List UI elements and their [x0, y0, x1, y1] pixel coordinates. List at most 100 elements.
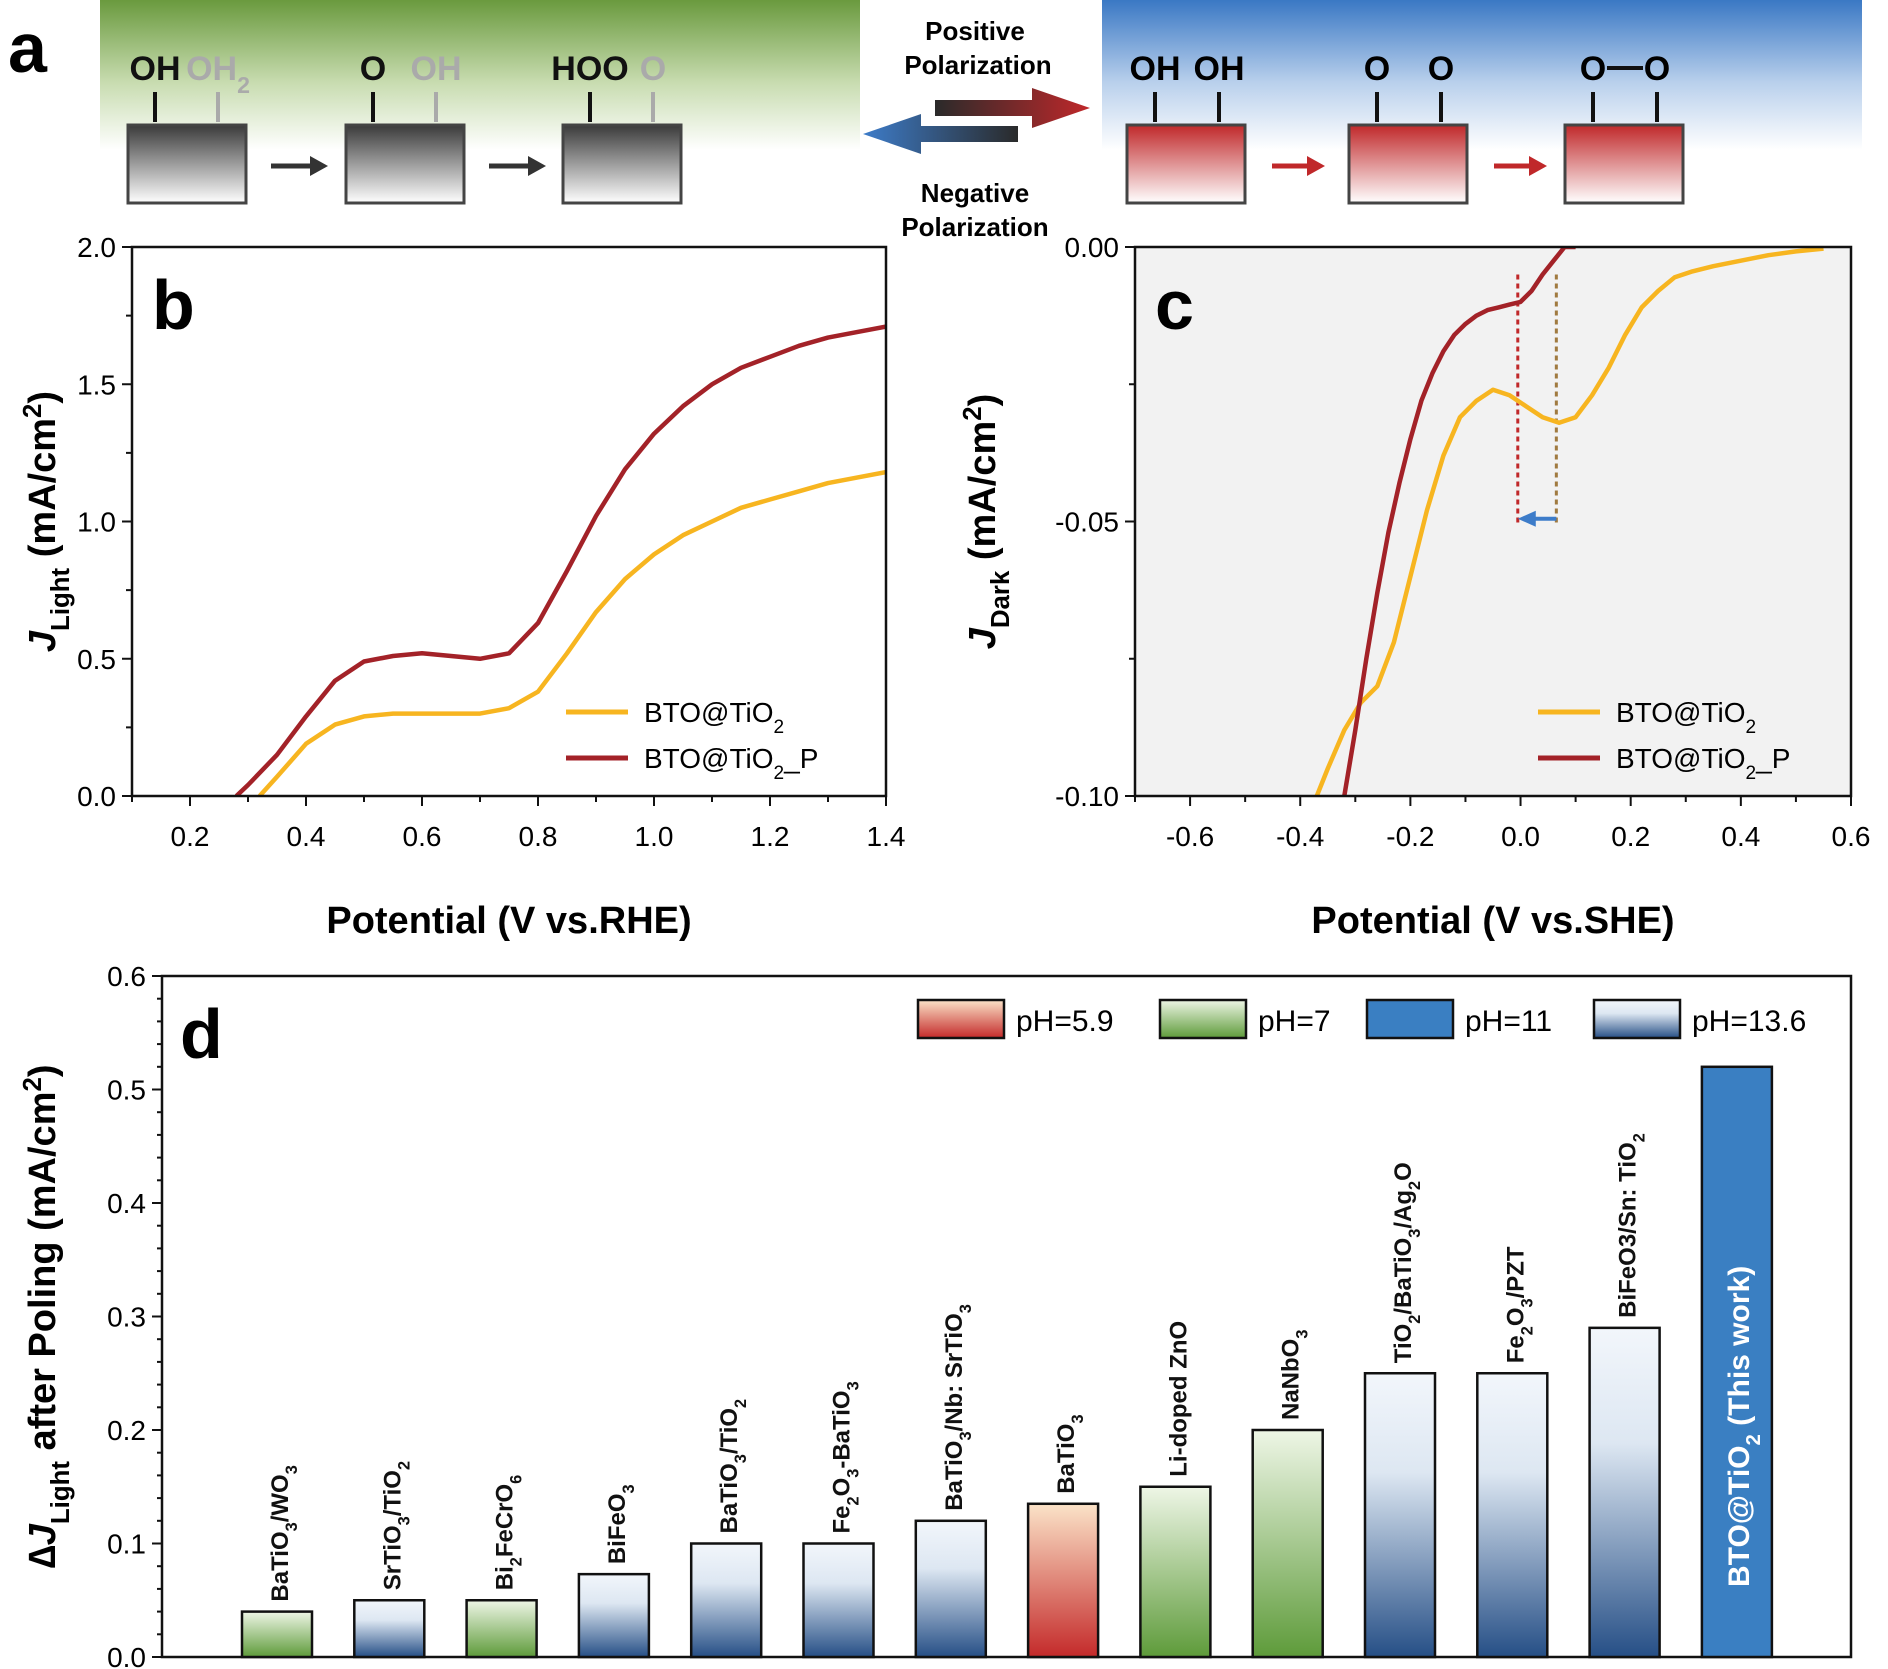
text-run: 6 — [508, 1475, 526, 1484]
surface-block — [1563, 123, 1685, 205]
bar-5: BaTiO3/TiO2 — [689, 1399, 763, 1659]
left-steps: OH OH2 O OH HOO O — [126, 50, 683, 205]
text-run: Fe — [829, 1505, 856, 1533]
text-run: Dark — [987, 570, 1015, 628]
legend-label: BTO@TiO2 — [644, 697, 784, 738]
legend-label: BTO@TiO2_P — [644, 743, 818, 784]
adsorbate-label: HOO — [551, 50, 628, 88]
text-run: J — [22, 1523, 64, 1545]
text-run: -BaTiO — [829, 1390, 856, 1468]
adsorbate-label: OH — [1194, 50, 1245, 88]
text-run: 3 — [395, 1516, 413, 1525]
text-run: 2 — [1746, 763, 1757, 784]
bar-rect — [1251, 1428, 1324, 1659]
bar-label: TiO2/BaTiO3/Ag2O — [1390, 1162, 1424, 1363]
legend-label: pH=5.9 — [1016, 1005, 1114, 1038]
legend-label: BTO@TiO2 — [1616, 697, 1756, 738]
negative-polarization-label-2: Polarization — [901, 212, 1048, 242]
text-run: Li-doped ZnO — [1165, 1321, 1192, 1477]
series-line-1 — [1314, 247, 1824, 796]
adsorbate-label: OH — [1130, 50, 1181, 88]
adsorbate-step-2: O OH — [344, 50, 546, 205]
legend-swatch — [1158, 998, 1248, 1040]
y-tick-label: -0.10 — [1055, 781, 1119, 812]
text-run: Fe — [1502, 1335, 1529, 1363]
bar-3: Bi2FeCrO6 — [465, 1475, 538, 1659]
x-tick-label: 0.2 — [171, 821, 210, 852]
bar-label: Li-doped ZnO — [1165, 1321, 1192, 1477]
y-tick-label: 0.0 — [107, 1642, 146, 1669]
bar-10: NaNbO3 — [1251, 1330, 1324, 1659]
text-run: BaTiO — [941, 1441, 968, 1511]
text-run: 3 — [957, 1431, 975, 1440]
text-run: Light — [47, 567, 75, 631]
text-run: O — [1390, 1162, 1417, 1181]
text-run: FeCrO — [492, 1484, 519, 1557]
series-line-2 — [234, 324, 886, 796]
bar-label: BTO@TiO2 (This work) — [1723, 1266, 1765, 1587]
bar-rect — [577, 1572, 651, 1659]
text-run: /TiO — [716, 1408, 743, 1454]
text-run: /Ag — [1390, 1190, 1417, 1229]
plot-background — [1135, 247, 1851, 796]
bar-label: BaTiO3 — [1053, 1414, 1087, 1493]
bar-label: BaTiO3/Nb: SrTiO3 — [941, 1304, 975, 1511]
ghost-adsorbate-label: O — [640, 50, 666, 88]
panel-letter-d: d — [180, 995, 223, 1073]
legend-swatch — [1365, 998, 1455, 1040]
bar-12: Fe2O3/PZT — [1476, 1246, 1549, 1659]
bar-rect — [689, 1542, 763, 1659]
text-run: 2 — [1746, 717, 1757, 738]
text-run: BTO@TiO — [1616, 743, 1746, 774]
bar-1: BaTiO3/WO3 — [240, 1465, 314, 1659]
y-tick-label: -0.05 — [1055, 507, 1119, 538]
text-run: /PZT — [1502, 1246, 1529, 1298]
adsorbate-label: OH — [130, 50, 181, 88]
surface-block — [1347, 123, 1469, 205]
text-run: 3 — [283, 1465, 301, 1474]
text-run: OH — [411, 50, 462, 88]
shift-arrow-head — [1517, 510, 1536, 527]
legend-label: pH=11 — [1465, 1005, 1552, 1038]
bar-label: BiFeO3 — [604, 1484, 638, 1564]
text-run: BTO@TiO — [644, 743, 774, 774]
bar-label: Bi2FeCrO6 — [492, 1475, 526, 1591]
text-run: 3 — [845, 1469, 863, 1478]
y-tick-label: 1.0 — [77, 507, 116, 538]
text-run: (This work) — [1723, 1266, 1756, 1434]
bar-9: Li-doped ZnO — [1139, 1321, 1212, 1659]
polarized-step-1: OH OH — [1125, 50, 1325, 205]
legend-label: pH=13.6 — [1692, 1005, 1806, 1038]
x-tick-label: 1.4 — [867, 821, 906, 852]
bar-label: NaNbO3 — [1278, 1330, 1312, 1420]
adsorbate-label: O — [1644, 50, 1670, 88]
text-run: ∆ — [22, 1545, 64, 1568]
bar-rect — [914, 1519, 988, 1659]
text-run: 3 — [1518, 1298, 1536, 1307]
text-run: (mA/cm — [22, 418, 64, 568]
text-run: 2 — [774, 763, 785, 784]
bar-rect — [802, 1542, 875, 1659]
text-run: 2 — [774, 717, 785, 738]
x-tick-label: -0.4 — [1276, 821, 1324, 852]
text-run: 2 — [959, 406, 987, 420]
y-axis-label: JDark (mA/cm2) — [959, 394, 1015, 650]
legend-swatch — [1592, 998, 1682, 1040]
y-tick-label: 2.0 — [77, 232, 116, 263]
surface-block — [344, 123, 466, 205]
surface-block — [126, 123, 248, 205]
panel-b-chart: 0.2 0.4 0.6 0.8 1.0 1.2 1.4 0.0 0.5 1.0 1.5 2.0 Pote… — [19, 232, 905, 942]
x-tick-label: -0.6 — [1166, 821, 1214, 852]
text-run: J — [962, 627, 1004, 649]
series-line-1 — [257, 469, 886, 796]
positive-polarization-arrow — [935, 88, 1090, 128]
y-tick-label: 1.5 — [77, 369, 116, 400]
text-run: 2 — [1518, 1326, 1536, 1335]
x-tick-label: 0.6 — [403, 821, 442, 852]
adsorbate-label: O — [1580, 50, 1606, 88]
adsorbate-label: O — [1364, 50, 1390, 88]
bar-13: BiFeO3/Sn: TiO2 — [1588, 1133, 1661, 1659]
x-tick-label: 1.2 — [751, 821, 790, 852]
panel-letter-c: c — [1155, 266, 1194, 344]
